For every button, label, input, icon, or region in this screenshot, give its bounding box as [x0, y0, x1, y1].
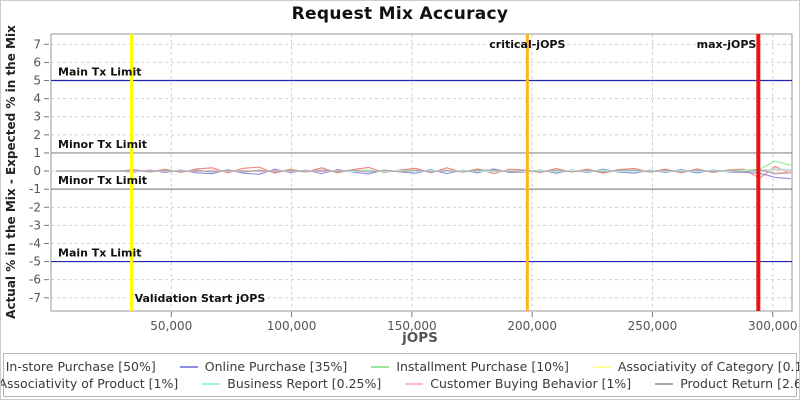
y-tick-label: 3	[33, 110, 41, 124]
series-line-product-return-2-65	[55, 169, 791, 175]
y-tick-label: 4	[33, 92, 41, 106]
legend-swatch	[655, 382, 674, 385]
y-tick-label: -6	[29, 273, 41, 287]
marker-label-validation-start-jops: Validation Start jOPS	[135, 292, 266, 305]
legend-item-label: Online Purchase [35%]	[204, 359, 348, 374]
y-tick-label: -2	[29, 200, 41, 214]
y-tick-label: 6	[33, 55, 41, 69]
plot-frame	[50, 33, 793, 312]
legend-swatch	[202, 382, 221, 385]
marker-label-max-jops: max-jOPS	[697, 38, 757, 51]
axis-ticks	[44, 43, 774, 317]
legend-item-installment-purchase-10: Installment Purchase [10%]	[371, 359, 569, 374]
y-tick-label: 0	[33, 164, 41, 178]
marker-labels: Main Tx Limit Minor Tx Limit Minor Tx Limi…	[58, 38, 756, 305]
legend-item-associativity-of-category-0-1: Associativity of Category [0.1%]	[592, 359, 800, 374]
limit-label-minor-tx-limit-pos: Minor Tx Limit	[58, 138, 147, 151]
legend-item-label: Associativity of Category [0.1%]	[617, 359, 800, 374]
y-tick-label: -4	[29, 236, 41, 250]
legend-item-product-return-2-65: Product Return [2.65%]	[655, 376, 799, 391]
x-tick-label: 250,000	[628, 319, 678, 333]
y-tick-label: -7	[29, 291, 41, 305]
y-tick-label: 5	[33, 74, 41, 88]
limit-label-main-tx-limit-neg: Main Tx Limit	[58, 247, 142, 260]
plot-area: 7 6 5 4 3 2 1 0 -1 -2 -3 -4 -5 -6 -7 50,000 100,000 150,0…	[29, 33, 798, 333]
legend-swatch	[179, 365, 198, 368]
limit-label-minor-tx-limit-neg: Minor Tx Limit	[58, 174, 147, 187]
tick-labels: 7 6 5 4 3 2 1 0 -1 -2 -3 -4 -5 -6 -7 50,000 100,000 150,0…	[29, 37, 798, 333]
legend-item-label: Associativity of Product [1%]	[0, 376, 179, 391]
y-tick-label: 1	[33, 146, 41, 160]
legend-item-label: Customer Buying Behavior [1%]	[430, 376, 632, 391]
y-tick-label: 7	[33, 37, 41, 51]
chart-title: Request Mix Accuracy	[291, 4, 509, 24]
legend-item-label: Product Return [2.65%]	[680, 376, 799, 391]
x-tick-label: 200,000	[507, 319, 557, 333]
limit-label-main-tx-limit-pos: Main Tx Limit	[58, 66, 142, 79]
legend-item-business-report-0-25: Business Report [0.25%]	[202, 376, 381, 391]
marker-label-critical-jops: critical-jOPS	[489, 38, 565, 51]
x-tick-label: 300,000	[748, 319, 798, 333]
legend-item-customer-buying-behavior-1: Customer Buying Behavior [1%]	[405, 376, 631, 391]
legend-item-label: Installment Purchase [10%]	[396, 359, 569, 374]
y-tick-label: -5	[29, 255, 41, 269]
legend-row-1: In-store Purchase [50%] Online Purchase […	[4, 359, 799, 374]
x-tick-label: 50,000	[150, 319, 192, 333]
y-tick-label: 2	[33, 128, 41, 142]
legend-item-label: In-store Purchase [50%]	[5, 359, 156, 374]
legend-item-online-purchase-35: Online Purchase [35%]	[179, 359, 348, 374]
legend-item-label: Business Report [0.25%]	[227, 376, 382, 391]
x-tick-label: 100,000	[267, 319, 317, 333]
x-axis-label: jOPS	[402, 330, 438, 346]
legend-swatch	[405, 382, 424, 385]
x-tick-label: 150,000	[387, 319, 437, 333]
legend-row-2: Associativity of Product [1%] Business Re…	[1, 376, 799, 391]
legend-swatch	[371, 365, 390, 368]
y-tick-label: -3	[29, 218, 41, 232]
y-tick-label: -1	[29, 182, 41, 196]
legend-item-in-store-purchase-50: In-store Purchase [50%]	[1, 359, 156, 374]
legend-swatch	[592, 365, 611, 368]
legend-item-associativity-of-product-1: Associativity of Product [1%]	[0, 376, 179, 391]
legend: In-store Purchase [50%] Online Purchase […	[1, 353, 799, 397]
